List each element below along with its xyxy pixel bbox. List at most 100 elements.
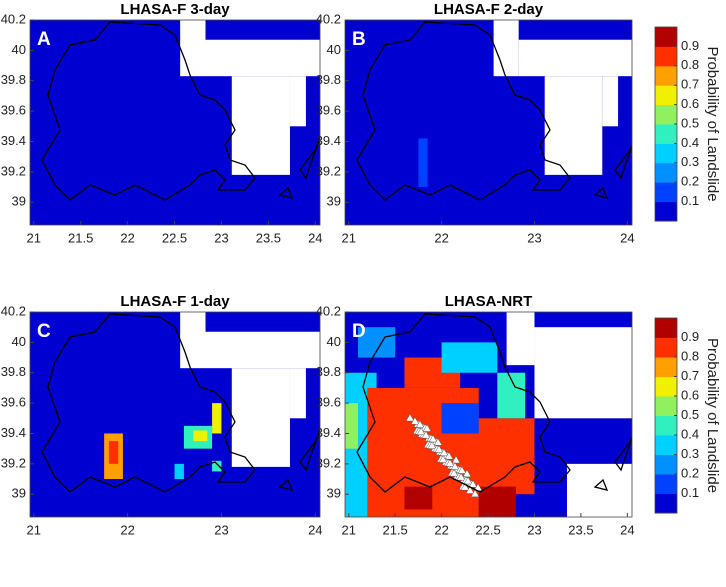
y-tick-label: 39.4	[1, 133, 26, 148]
no-data-cell	[180, 312, 206, 369]
probability-cell	[441, 342, 498, 373]
colorbar-label: Probability of Landslide	[704, 46, 721, 201]
y-tick-label: 39.2	[316, 455, 341, 470]
probability-cell	[404, 486, 433, 510]
no-data-cell	[602, 76, 619, 127]
map-panel: 21 21.5 22 22.5 23 23.5 24 39 39.2 39.4 39.6 39.8 40…	[316, 293, 635, 537]
x-tick-label: 21.5	[382, 522, 407, 537]
colorbar-tick-label: 0.2	[681, 465, 699, 480]
landslide-marker	[416, 427, 426, 436]
landslide-marker	[451, 455, 461, 464]
map-area	[30, 312, 320, 517]
landslide-marker	[428, 434, 438, 443]
y-tick-label: 40.2	[316, 11, 341, 26]
colorbar-segment	[655, 124, 677, 144]
no-data-cell	[180, 20, 206, 77]
y-tick-label: 39.8	[316, 72, 341, 87]
colorbar: 0.1 0.2 0.3 0.4 0.5 0.6 0.7 0.8 0.9 Probability o…	[654, 26, 721, 222]
colorbar-tick-label: 0.4	[681, 135, 699, 150]
y-tick-label: 39.8	[1, 364, 26, 379]
no-data-cell	[534, 327, 632, 419]
no-data-cell	[231, 76, 290, 175]
x-tick-label: 21	[341, 230, 355, 245]
x-tick-label: 22.5	[162, 230, 187, 245]
probability-cell	[478, 486, 516, 517]
colorbar-tick-label: 0.8	[681, 348, 699, 363]
no-data-cell	[518, 39, 632, 77]
panel-letter: B	[352, 29, 366, 50]
y-tick-label: 39.4	[1, 425, 26, 440]
map-frame	[29, 311, 321, 518]
colorbar-segment	[655, 46, 677, 67]
x-tick-label: 24	[620, 230, 634, 245]
colorbar: 0.1 0.2 0.3 0.4 0.5 0.6 0.7 0.8 0.9 Probability o…	[654, 317, 721, 514]
colorbar-segment	[655, 493, 677, 514]
y-tick-label: 40	[12, 334, 26, 349]
y-tick-label: 40	[327, 334, 341, 349]
landslide-marker	[450, 462, 460, 470]
x-tick-label: 23	[527, 230, 541, 245]
no-data-cell	[493, 20, 519, 77]
colorbar-segment	[655, 474, 677, 494]
colorbar-segment	[655, 85, 677, 106]
colorbar-segment	[655, 454, 677, 475]
no-data-cell	[205, 39, 320, 77]
x-tick-label: 24	[308, 522, 322, 537]
x-tick-label: 23	[214, 230, 228, 245]
landslide-marker	[460, 482, 470, 491]
x-tick-label: 22	[120, 522, 134, 537]
colorbar-tick-label: 0.8	[681, 57, 699, 72]
colorbar-tick-label: 0.1	[681, 485, 699, 500]
y-tick-label: 39	[12, 194, 26, 209]
colorbar-segment	[655, 162, 677, 183]
map-frame	[344, 19, 633, 226]
probability-cell	[212, 460, 222, 472]
y-tick-label: 39.2	[1, 455, 26, 470]
landslide-marker	[415, 420, 425, 428]
x-tick-label: 22.5	[475, 522, 500, 537]
panel-title: LHASA-F 2-day	[434, 1, 544, 18]
probability-cell	[441, 403, 479, 434]
x-tick-label: 23	[527, 522, 541, 537]
x-tick-label: 23.5	[256, 230, 281, 245]
y-tick-label: 40.2	[316, 303, 341, 318]
map-area	[345, 20, 632, 225]
landslide-marker	[422, 423, 432, 432]
colorbar-tick-label: 0.3	[681, 446, 699, 461]
colorbar-segment	[655, 376, 677, 397]
panel-letter: A	[37, 29, 51, 50]
colorbar-segment	[655, 201, 677, 222]
landslide-marker	[468, 479, 478, 488]
no-data-cell	[289, 368, 306, 419]
probability-cell	[108, 441, 119, 464]
map-panel: 21 22 23 24 39 39.2 39.4 39.6 39.8 40 40.2 LHASA-F …	[1, 293, 323, 537]
colorbar-tick-label: 0.3	[681, 154, 699, 169]
y-tick-label: 39	[12, 486, 26, 501]
x-tick-label: 21	[27, 522, 41, 537]
landslide-marker	[457, 465, 467, 474]
colorbar-tick-label: 0.9	[681, 38, 699, 53]
landslide-marker	[465, 485, 475, 494]
panel-letter: C	[37, 321, 51, 342]
colorbar-segment	[655, 415, 677, 436]
map-area	[345, 312, 632, 517]
panel-title: LHASA-F 3-day	[120, 1, 230, 18]
y-tick-label: 39	[327, 194, 341, 209]
landslide-marker	[433, 437, 443, 446]
probability-cell	[358, 327, 396, 358]
colorbar-tick-label: 0.5	[681, 115, 699, 130]
y-tick-label: 39.4	[316, 133, 341, 148]
y-tick-label: 39.8	[1, 72, 26, 87]
colorbar-segment	[655, 27, 677, 47]
y-tick-label: 39.4	[316, 425, 341, 440]
landslide-marker	[438, 454, 448, 463]
probability-cell	[418, 138, 428, 188]
x-tick-label: 22	[120, 230, 134, 245]
colorbar-segment	[655, 182, 677, 203]
colorbar-tick-label: 0.4	[681, 426, 699, 441]
landslide-marker	[410, 416, 420, 425]
map-area	[30, 20, 320, 225]
colorbar-tick-label: 0.7	[681, 368, 699, 383]
x-tick-label: 22	[434, 230, 448, 245]
